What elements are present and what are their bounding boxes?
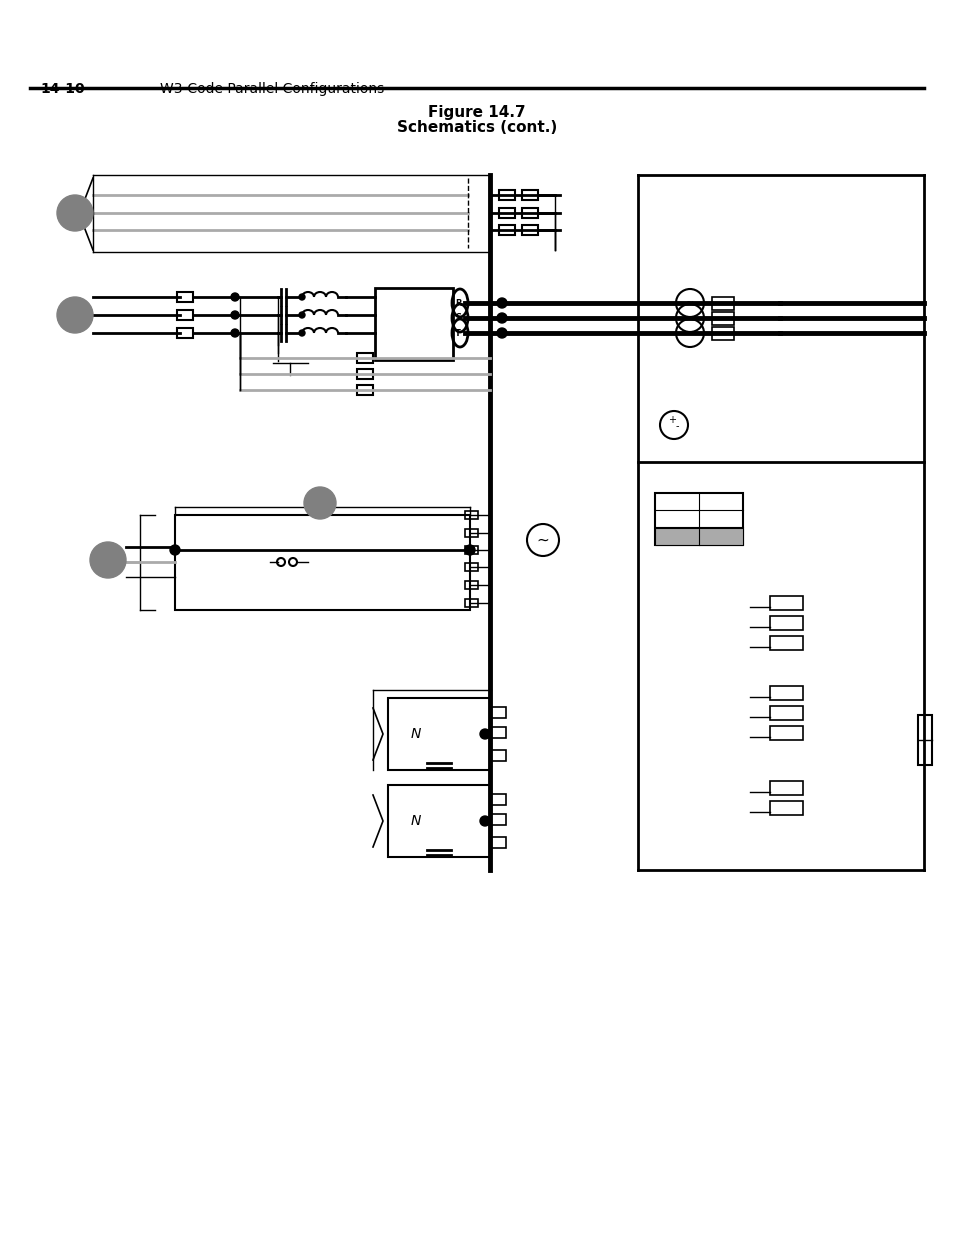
- Bar: [465, 563, 478, 571]
- Bar: [491, 814, 505, 825]
- Text: ~: ~: [536, 532, 549, 547]
- Bar: [711, 327, 733, 340]
- Bar: [711, 296, 733, 310]
- Circle shape: [298, 330, 305, 336]
- Bar: [177, 291, 193, 303]
- Text: R: R: [455, 299, 461, 308]
- Text: 14-10: 14-10: [40, 82, 85, 96]
- Bar: [521, 225, 537, 235]
- Bar: [491, 750, 505, 761]
- Bar: [498, 190, 515, 200]
- Text: N: N: [411, 727, 420, 741]
- Bar: [174, 515, 470, 610]
- Circle shape: [479, 729, 490, 739]
- Text: S: S: [455, 314, 460, 322]
- Bar: [465, 546, 478, 555]
- Text: Schematics (cont.): Schematics (cont.): [396, 120, 557, 135]
- Bar: [769, 616, 802, 630]
- Circle shape: [57, 296, 92, 333]
- Text: T: T: [455, 329, 460, 337]
- Bar: [375, 288, 453, 359]
- Text: Figure 14.7: Figure 14.7: [428, 105, 525, 120]
- Text: ~: ~: [685, 329, 694, 338]
- Bar: [769, 781, 802, 795]
- Bar: [917, 715, 931, 764]
- Bar: [521, 207, 537, 219]
- Bar: [769, 636, 802, 650]
- Bar: [711, 312, 733, 325]
- Bar: [769, 726, 802, 740]
- Circle shape: [90, 542, 126, 578]
- Bar: [769, 802, 802, 815]
- Circle shape: [497, 312, 506, 324]
- Bar: [769, 597, 802, 610]
- Circle shape: [479, 816, 490, 826]
- Bar: [356, 353, 373, 363]
- Circle shape: [497, 298, 506, 308]
- Circle shape: [231, 311, 239, 319]
- Bar: [655, 493, 742, 545]
- Text: -: -: [676, 421, 679, 431]
- Bar: [465, 511, 478, 519]
- Bar: [465, 529, 478, 537]
- Circle shape: [170, 545, 180, 555]
- Circle shape: [57, 195, 92, 231]
- Circle shape: [497, 329, 506, 338]
- Bar: [498, 225, 515, 235]
- Circle shape: [231, 293, 239, 301]
- Text: N: N: [411, 814, 420, 827]
- Bar: [177, 329, 193, 338]
- Bar: [769, 685, 802, 700]
- Bar: [491, 706, 505, 718]
- Circle shape: [231, 329, 239, 337]
- Circle shape: [298, 312, 305, 317]
- Bar: [491, 727, 505, 739]
- Text: W3-Code Parallel Configurations: W3-Code Parallel Configurations: [160, 82, 384, 96]
- Circle shape: [464, 545, 475, 555]
- Bar: [521, 190, 537, 200]
- Bar: [491, 794, 505, 805]
- Bar: [655, 529, 742, 545]
- Bar: [465, 580, 478, 589]
- Bar: [388, 785, 491, 857]
- Circle shape: [304, 487, 335, 519]
- Bar: [769, 706, 802, 720]
- Bar: [498, 207, 515, 219]
- Text: +: +: [667, 415, 676, 425]
- Bar: [356, 385, 373, 395]
- Bar: [465, 599, 478, 606]
- Text: ~: ~: [685, 312, 694, 324]
- Text: ~: ~: [685, 298, 694, 308]
- Bar: [491, 837, 505, 848]
- Circle shape: [298, 294, 305, 300]
- Bar: [388, 698, 491, 769]
- Bar: [356, 369, 373, 379]
- Bar: [177, 310, 193, 320]
